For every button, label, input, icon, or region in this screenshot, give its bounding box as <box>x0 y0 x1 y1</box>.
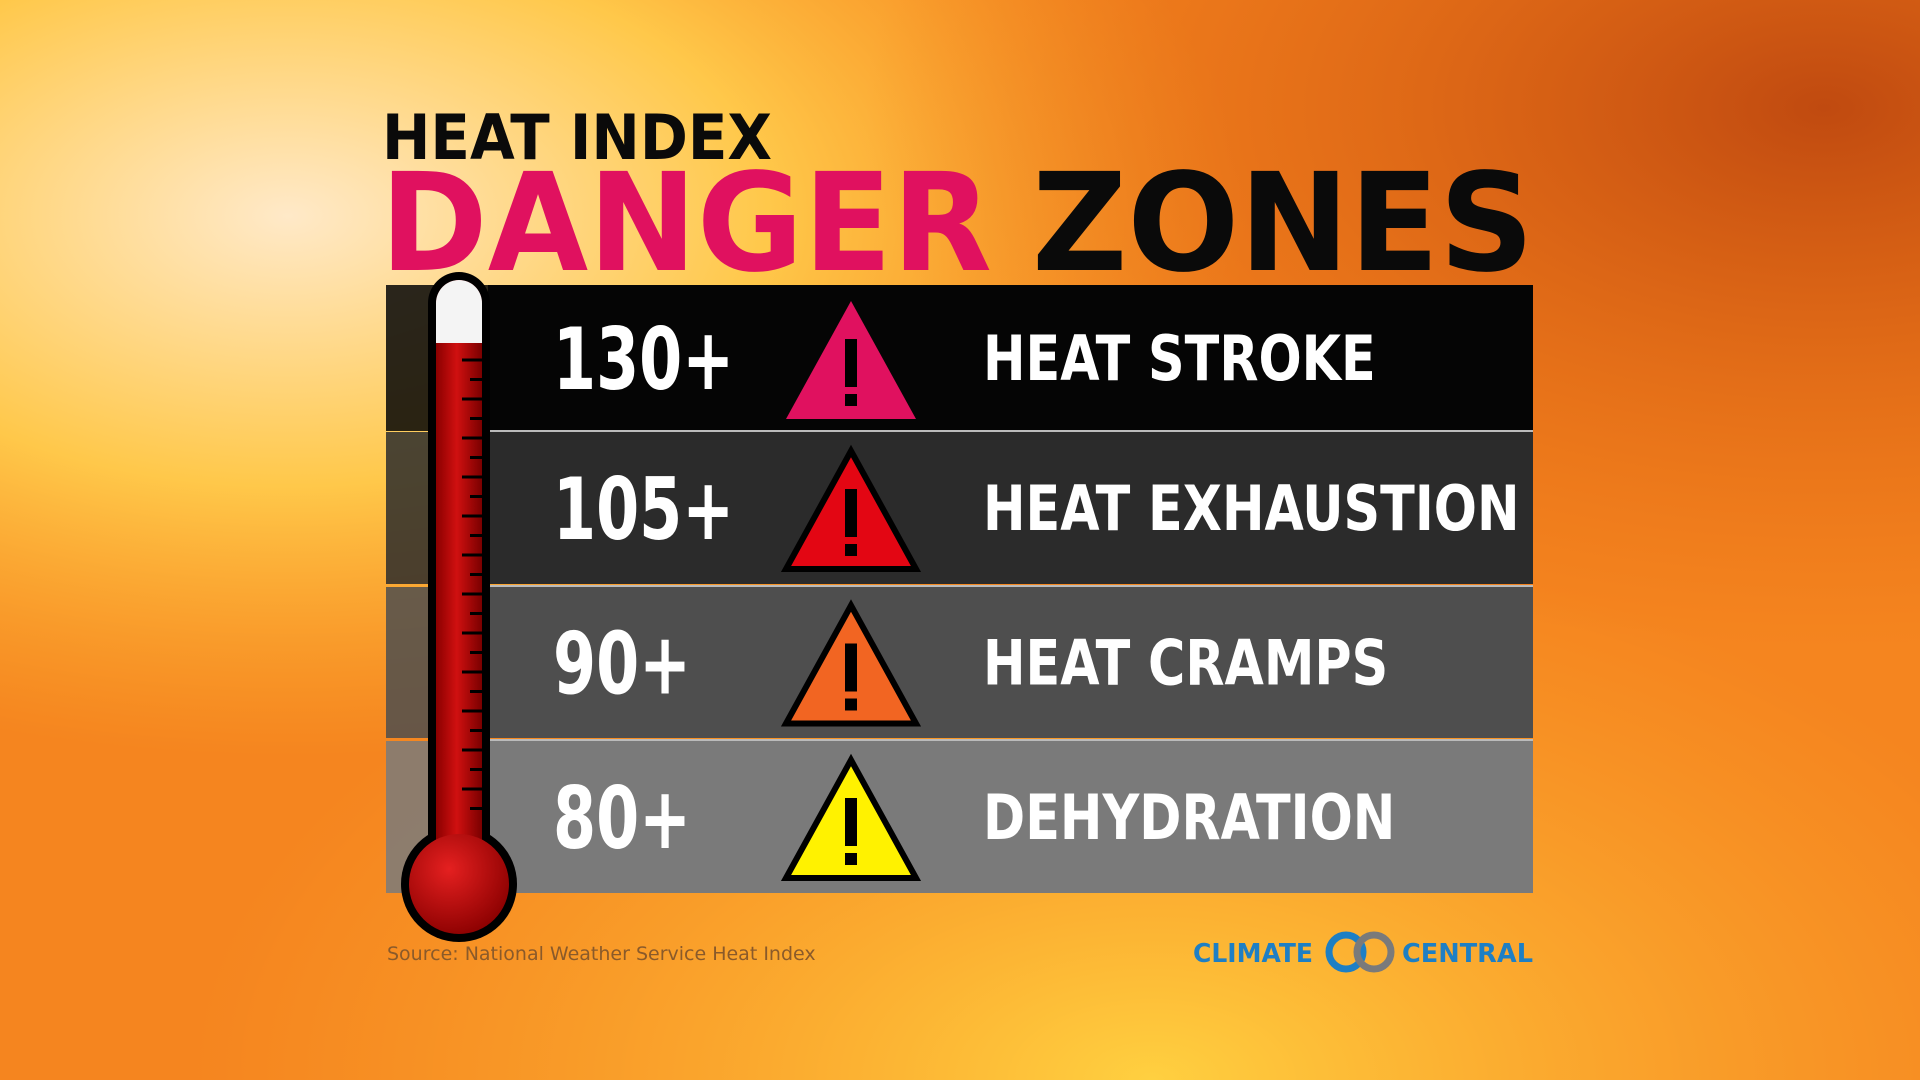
warning-bang <box>845 489 857 537</box>
title-danger: DANGER <box>380 145 992 303</box>
zone-band <box>488 285 1533 431</box>
logo: CLIMATE CENTRAL <box>1193 931 1533 973</box>
zone-band <box>488 432 1533 584</box>
warning-bang <box>845 798 857 846</box>
zone-table: 130+ HEAT STROKE 105+ HEAT EXHAUSTION 90+ HEA… <box>386 285 1533 893</box>
warning-dot <box>845 394 857 406</box>
zone-label: DEHYDRATION <box>983 782 1395 854</box>
zone-threshold: 130+ <box>553 309 734 410</box>
thermometer-ticks <box>462 358 482 810</box>
source: Source: National Weather Service Heat In… <box>387 943 816 965</box>
thermometer-bulb <box>409 834 509 934</box>
logo-ring <box>1353 931 1395 973</box>
zone-label: HEAT STROKE <box>983 323 1376 395</box>
thermometer <box>401 272 517 942</box>
thermometer-top <box>436 280 482 343</box>
logo-left: CLIMATE <box>1193 939 1313 969</box>
warning-dot <box>845 698 857 711</box>
warning-bang <box>845 339 857 387</box>
zone-label: HEAT EXHAUSTION <box>983 473 1520 545</box>
warning-dot <box>845 853 857 865</box>
title-line1: HEAT INDEX <box>382 101 772 174</box>
logo-ring <box>1325 931 1367 973</box>
zone-band <box>488 587 1533 738</box>
zone-band <box>488 741 1533 893</box>
logo-right: CENTRAL <box>1402 939 1533 969</box>
zone-threshold: 90+ <box>553 613 691 714</box>
title-zones: ZONES <box>1032 145 1534 303</box>
zone-threshold: 80+ <box>553 768 691 869</box>
zone-threshold: 105+ <box>553 459 734 560</box>
warning-bang <box>845 643 857 692</box>
warning-dot <box>845 544 857 556</box>
zone-label: HEAT CRAMPS <box>983 628 1388 700</box>
